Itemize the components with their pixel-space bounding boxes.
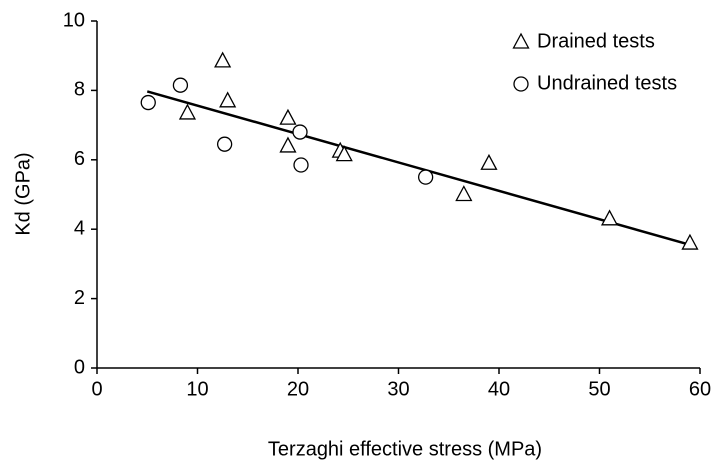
y-tick-label: 2: [74, 287, 85, 309]
circle-marker: [417, 169, 434, 185]
circle-marker: [216, 136, 233, 152]
x-tick-label: 30: [387, 378, 409, 400]
triangle-marker: [279, 108, 297, 125]
triangle-marker: [681, 233, 699, 250]
trend-line: [146, 90, 691, 247]
legend-label: Drained tests: [537, 30, 655, 52]
y-tick-label: 8: [74, 79, 85, 101]
y-tick-label: 4: [74, 217, 85, 239]
circle-marker: [293, 157, 309, 173]
triangle-marker: [279, 136, 297, 153]
triangle-marker: [335, 145, 353, 162]
circle-marker: [172, 77, 189, 93]
y-tick-label: 10: [63, 9, 85, 31]
y-tick-label: 0: [74, 356, 85, 378]
x-tick-label: 60: [689, 378, 711, 400]
circle-marker: [140, 94, 156, 111]
y-axis-label: Kd (GPa): [12, 152, 34, 235]
x-tick-label: 20: [287, 378, 309, 400]
legend-label: Undrained tests: [537, 72, 677, 94]
legend-marker: [512, 32, 530, 49]
triangle-marker: [600, 209, 619, 226]
x-axis-label: Terzaghi effective stress (MPa): [268, 438, 542, 460]
circle-marker: [292, 124, 308, 140]
triangle-marker: [214, 51, 232, 68]
x-tick-label: 50: [588, 378, 610, 400]
x-tick-label: 10: [186, 378, 208, 400]
triangle-marker: [480, 153, 498, 170]
triangle-marker: [455, 185, 473, 202]
triangle-marker: [178, 103, 197, 120]
x-tick-label: 0: [91, 378, 102, 400]
y-tick-label: 6: [74, 148, 85, 170]
x-tick-label: 40: [488, 378, 510, 400]
legend-marker: [513, 76, 529, 92]
triangle-marker: [219, 91, 237, 108]
